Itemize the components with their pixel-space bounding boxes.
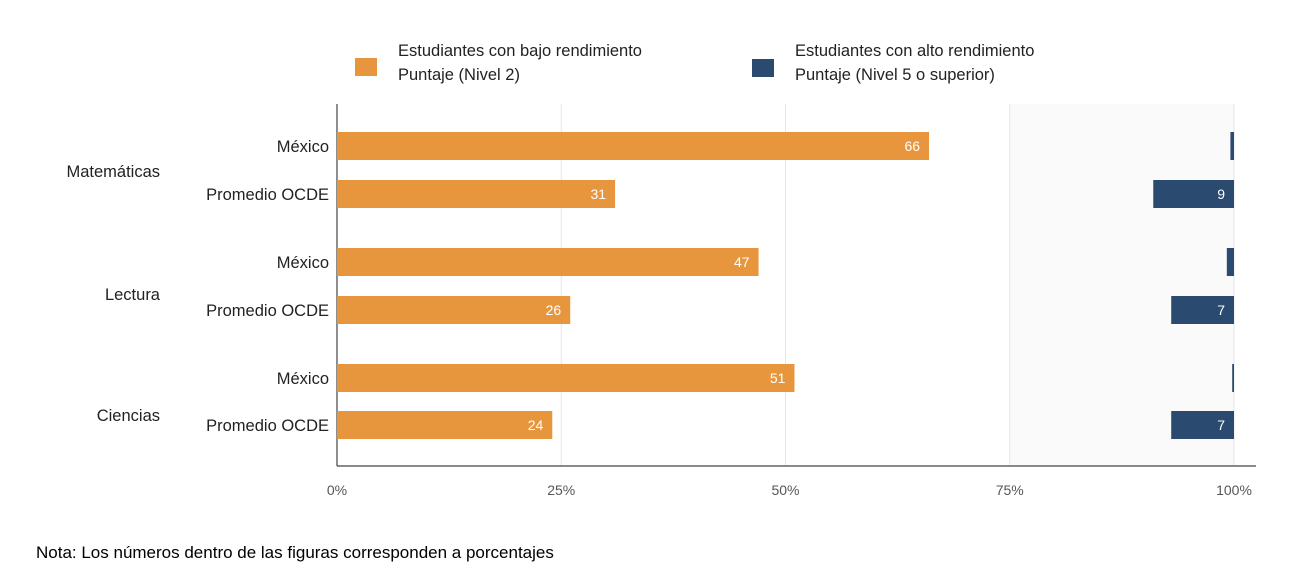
bar-low-performance xyxy=(337,411,553,439)
bar-low-performance xyxy=(337,132,930,160)
x-tick-label: 0% xyxy=(327,482,347,498)
group-label: Lectura xyxy=(105,286,161,304)
legend-low-line2: Puntaje (Nivel 2) xyxy=(398,66,520,84)
data-label: 9 xyxy=(1217,186,1225,202)
category-label: Promedio OCDE xyxy=(206,417,329,435)
category-label: México xyxy=(277,254,329,272)
data-label: 7 xyxy=(1217,302,1225,318)
bar-low-performance xyxy=(337,364,795,392)
bar-high-performance xyxy=(1171,411,1234,439)
category-label: Promedio OCDE xyxy=(206,186,329,204)
category-label: México xyxy=(277,138,329,156)
data-label: 66 xyxy=(904,138,920,154)
bar-low-performance xyxy=(337,180,616,208)
data-label: 31 xyxy=(590,186,606,202)
category-label: México xyxy=(277,370,329,388)
legend-swatch-high xyxy=(752,59,774,77)
bar-high-performance xyxy=(1230,132,1234,160)
bar-low-performance xyxy=(337,248,759,276)
bar-high-performance xyxy=(1171,296,1234,324)
x-tick-label: 75% xyxy=(996,482,1024,498)
legend-label-low: Estudiantes con bajo rendimiento Puntaje… xyxy=(398,39,642,87)
legend-label-high: Estudiantes con alto rendimiento Puntaje… xyxy=(795,39,1034,87)
data-label: 24 xyxy=(528,417,544,433)
legend-low-line1: Estudiantes con bajo rendimiento xyxy=(398,42,642,60)
legend-high-line2: Puntaje (Nivel 5 o superior) xyxy=(795,66,995,84)
bar-high-performance xyxy=(1226,248,1234,276)
bar-high-performance xyxy=(1153,180,1234,208)
legend-high-line1: Estudiantes con alto rendimiento xyxy=(795,42,1035,60)
group-label: Matemáticas xyxy=(66,163,160,181)
x-tick-label: 100% xyxy=(1216,482,1252,498)
category-label: Promedio OCDE xyxy=(206,302,329,320)
legend-swatch-low xyxy=(355,58,377,76)
plot-band xyxy=(1009,104,1234,466)
bar-high-performance xyxy=(1232,364,1234,392)
data-label: 7 xyxy=(1217,417,1225,433)
data-label: 51 xyxy=(770,370,786,386)
group-label: Ciencias xyxy=(97,407,160,425)
bar-low-performance xyxy=(337,296,571,324)
x-tick-label: 50% xyxy=(771,482,799,498)
chart-note: Nota: Los números dentro de las figuras … xyxy=(36,543,554,562)
data-label: 47 xyxy=(734,254,750,270)
data-label: 26 xyxy=(546,302,562,318)
x-tick-label: 25% xyxy=(547,482,575,498)
bar-chart: 0% 25% 50% 75% 100% México Promedio OCDE México… xyxy=(66,104,1256,498)
